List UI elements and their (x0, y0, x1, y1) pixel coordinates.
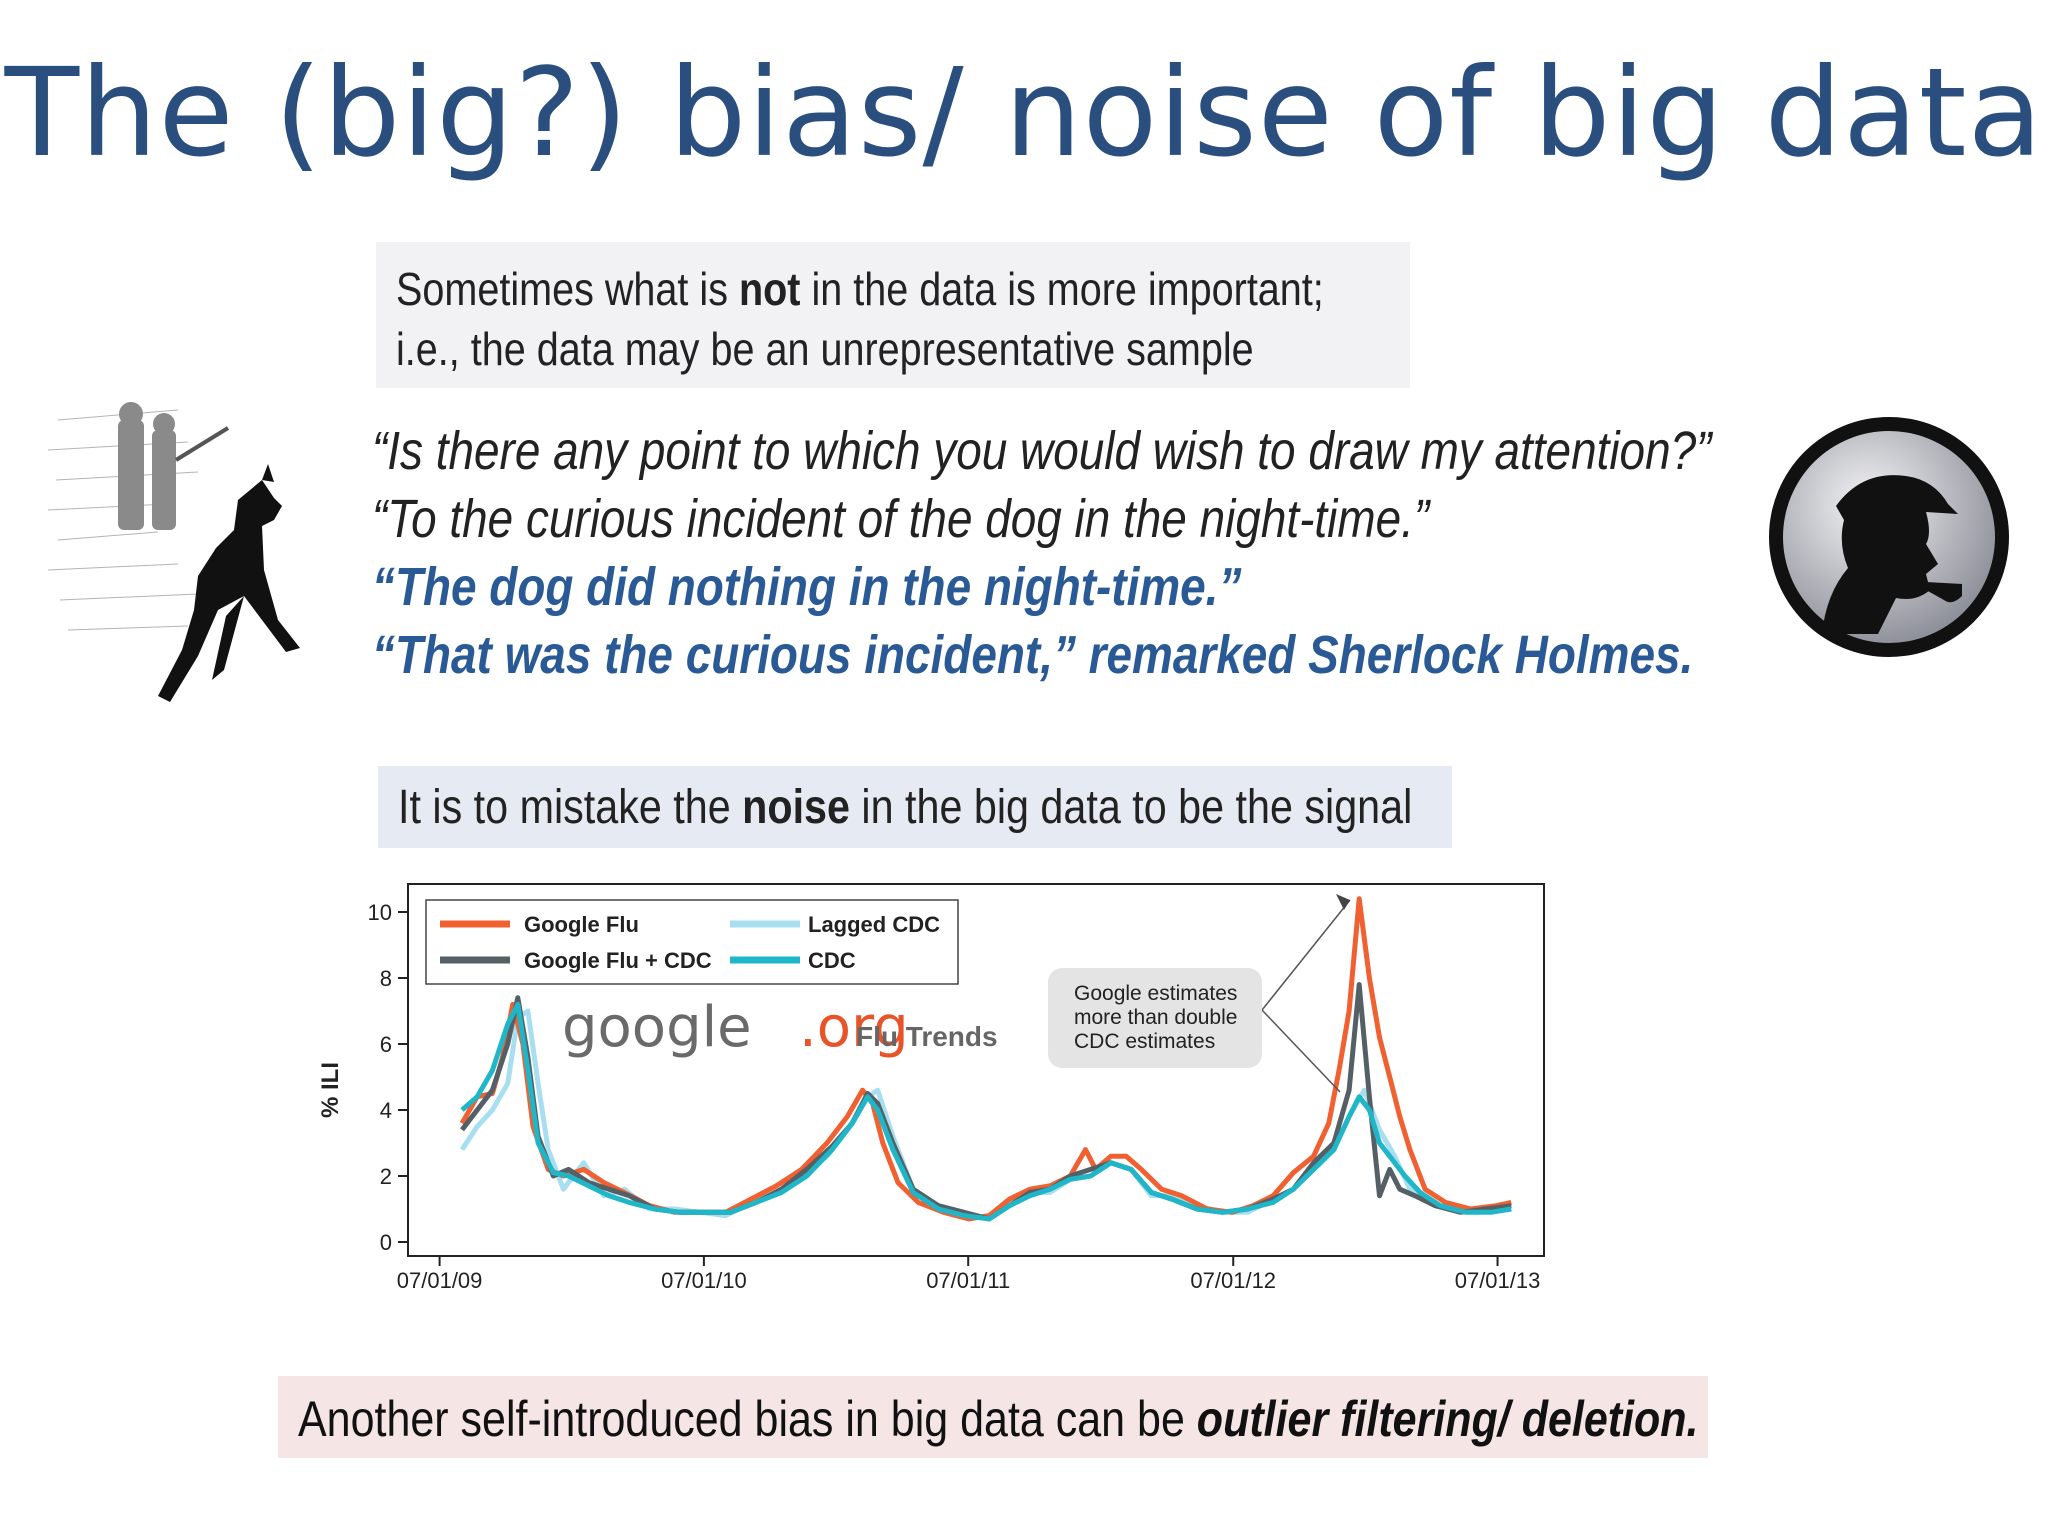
series-line-cdc (460, 1001, 1512, 1222)
y-tick-label: 8 (380, 966, 392, 991)
emphasis-outlier-filtering: outlier filtering/ deletion. (1196, 1391, 1699, 1447)
legend-box (425, 899, 959, 985)
x-tick-label: 07/01/13 (1455, 1268, 1541, 1293)
annotation-pointer-line (1261, 899, 1351, 1011)
legend: Google Flu Lagged CDC Google Flu + CDC C… (425, 899, 959, 985)
x-tick-label: 07/01/10 (661, 1268, 747, 1293)
x-tick-label: 07/01/09 (397, 1268, 483, 1293)
google-org-logo: google .org Flu Trends (562, 995, 998, 1060)
callout-line-1: Sometimes what is not in the data is mor… (396, 263, 1324, 315)
logo-flu-trends: Flu Trends (856, 1021, 998, 1052)
emphasis-not: not (738, 263, 801, 315)
quote-line-2: “To the curious incident of the dog in t… (372, 489, 1430, 549)
annotation-line-1: Google estimates (1074, 982, 1237, 1005)
logo-google: google (562, 995, 752, 1060)
legend-label-cdc: CDC (808, 948, 856, 973)
emphasis-noise: noise (742, 781, 850, 834)
callout-outlier-filtering: Another self-introduced bias in big data… (278, 1376, 1708, 1458)
callout-not-in-data: Sometimes what is not in the data is mor… (376, 242, 1410, 388)
series-line-google-flu (459, 896, 1512, 1222)
sherlock-silhouette-icon (1769, 417, 2009, 657)
callout-noise-signal: It is to mistake the noise in the big da… (378, 766, 1452, 848)
y-axis-label: % ILI (317, 1062, 344, 1118)
x-tick-label: 07/01/12 (1190, 1268, 1276, 1293)
callout-noise-text: It is to mistake the noise in the big da… (398, 781, 1413, 834)
legend-label-google-flu: Google Flu (524, 912, 639, 937)
flu-trends-chart: 0 2 4 6 8 10 07/01/09 07/01/10 07/01/11 07/01/12… (317, 883, 1545, 1293)
legend-label-google-flu-cdc: Google Flu + CDC (524, 948, 712, 973)
annotation-line-2: more than double (1074, 1006, 1237, 1029)
y-tick-label: 6 (380, 1032, 392, 1057)
callout-line-2: i.e., the data may be an unrepresentativ… (396, 323, 1254, 375)
y-tick-label: 2 (380, 1164, 392, 1189)
y-tick-label: 10 (368, 900, 392, 925)
quote-line-3: “The dog did nothing in the night-time.” (372, 557, 1242, 617)
annotation-box (1048, 968, 1262, 1068)
legend-label-lagged-cdc: Lagged CDC (808, 912, 940, 937)
annotation-line-3: CDC estimates (1074, 1030, 1215, 1053)
slide-title: The (big?) bias/ noise of big data (4, 42, 2044, 184)
x-tick-label: 07/01/11 (926, 1268, 1010, 1293)
annotation-callout: Google estimates more than double CDC es… (1048, 894, 1351, 1093)
quote-line-4: “That was the curious incident,” remarke… (372, 625, 1694, 685)
hound-illustration (48, 402, 300, 702)
logo-org: .org (799, 995, 909, 1060)
annotation-arrowhead (1336, 894, 1350, 910)
annotation-pointer-line-2 (1261, 1009, 1341, 1093)
quote-line-1: “Is there any point to which you would w… (372, 421, 1712, 481)
y-tick-label: 4 (380, 1098, 392, 1123)
callout-outlier-text: Another self-introduced bias in big data… (298, 1391, 1699, 1447)
y-tick-label: 0 (380, 1230, 392, 1255)
